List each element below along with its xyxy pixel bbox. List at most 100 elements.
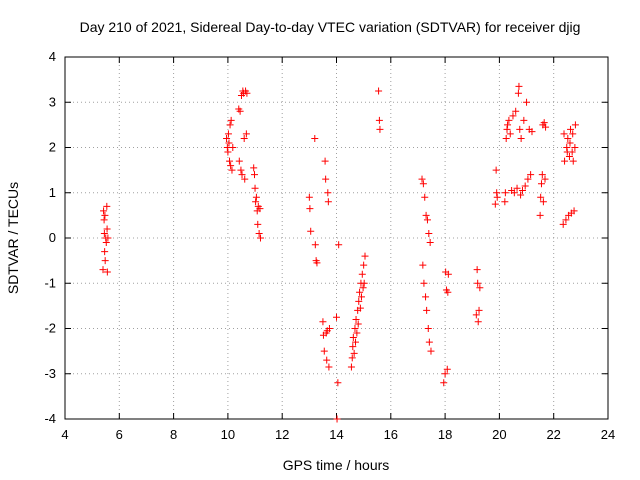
data-point xyxy=(360,279,368,287)
data-point xyxy=(505,116,513,124)
data-point xyxy=(474,279,482,287)
data-point xyxy=(101,211,109,219)
data-point xyxy=(350,349,358,357)
data-point xyxy=(252,198,260,206)
data-point xyxy=(254,220,262,228)
data-point xyxy=(492,166,500,174)
data-point xyxy=(426,239,434,247)
data-point xyxy=(356,288,364,296)
data-point xyxy=(334,379,342,387)
data-point xyxy=(527,171,535,179)
x-tick-label: 18 xyxy=(438,427,452,442)
data-point xyxy=(241,175,249,183)
data-point xyxy=(444,288,452,296)
data-point xyxy=(539,198,547,206)
data-point xyxy=(571,121,579,129)
x-tick-label: 22 xyxy=(546,427,560,442)
data-point xyxy=(513,184,521,192)
data-point xyxy=(306,205,314,213)
data-point xyxy=(255,229,263,237)
data-point xyxy=(541,175,549,183)
data-point xyxy=(103,225,111,233)
data-point xyxy=(226,157,234,165)
data-point xyxy=(540,119,548,127)
data-point xyxy=(536,211,544,219)
data-point xyxy=(537,193,545,201)
data-point xyxy=(440,379,448,387)
data-point xyxy=(322,175,330,183)
data-point xyxy=(571,144,579,151)
x-tick-label: 12 xyxy=(275,427,289,442)
data-point xyxy=(224,130,232,138)
data-point xyxy=(229,144,237,151)
data-point xyxy=(425,338,433,346)
data-point xyxy=(474,318,482,326)
data-point xyxy=(103,202,111,210)
data-point xyxy=(518,186,526,194)
data-point xyxy=(561,157,569,165)
y-tick-label: -4 xyxy=(44,411,56,426)
data-point xyxy=(357,293,365,301)
data-point xyxy=(333,415,341,423)
data-point xyxy=(101,257,109,265)
data-point xyxy=(311,134,319,142)
data-point xyxy=(235,157,243,165)
data-point xyxy=(422,211,430,219)
data-point xyxy=(537,180,545,188)
y-tick-label: 1 xyxy=(49,185,56,200)
data-point xyxy=(472,311,480,319)
data-point xyxy=(348,354,356,362)
chart-title: Day 210 of 2021, Sidereal Day-to-day VTE… xyxy=(80,19,581,35)
data-point xyxy=(421,193,429,201)
data-point xyxy=(567,125,575,133)
data-point xyxy=(562,216,570,224)
data-point xyxy=(420,279,428,287)
data-point xyxy=(422,293,430,301)
data-point xyxy=(510,189,518,197)
data-point xyxy=(351,325,359,332)
data-point xyxy=(347,363,355,371)
x-tick-label: 10 xyxy=(221,427,235,442)
data-point xyxy=(517,134,525,142)
data-point xyxy=(252,193,260,201)
data-point xyxy=(352,338,360,346)
data-point xyxy=(523,98,531,106)
data-point xyxy=(236,107,244,115)
data-point xyxy=(512,107,520,115)
data-point xyxy=(256,205,264,213)
data-point xyxy=(528,128,536,136)
data-point xyxy=(354,320,362,328)
data-point xyxy=(419,180,427,188)
data-point xyxy=(240,134,248,142)
data-point xyxy=(566,139,574,147)
data-point xyxy=(227,162,235,170)
x-tick-label: 4 xyxy=(61,427,68,442)
data-point xyxy=(102,239,110,247)
data-point xyxy=(542,123,550,131)
data-point xyxy=(476,284,484,292)
data-point xyxy=(356,304,364,312)
data-point xyxy=(564,134,572,142)
data-point xyxy=(238,171,246,179)
data-point xyxy=(323,356,331,364)
data-point xyxy=(509,112,517,120)
x-tick-label: 16 xyxy=(384,427,398,442)
data-point xyxy=(349,343,357,351)
data-point xyxy=(516,125,524,133)
x-tick-label: 20 xyxy=(492,427,506,442)
data-point xyxy=(501,198,509,206)
y-tick-label: 4 xyxy=(49,49,56,64)
data-point xyxy=(375,87,383,95)
data-point xyxy=(313,259,321,267)
y-tick-label: -2 xyxy=(44,321,56,336)
data-point xyxy=(352,315,360,323)
data-point xyxy=(325,363,333,371)
data-point xyxy=(563,144,571,151)
data-point xyxy=(568,148,576,156)
data-point xyxy=(335,241,343,249)
y-axis-title: SDTVAR / TECUs xyxy=(5,182,21,294)
data-point xyxy=(444,270,452,278)
data-point xyxy=(251,171,259,179)
data-point xyxy=(424,325,432,332)
